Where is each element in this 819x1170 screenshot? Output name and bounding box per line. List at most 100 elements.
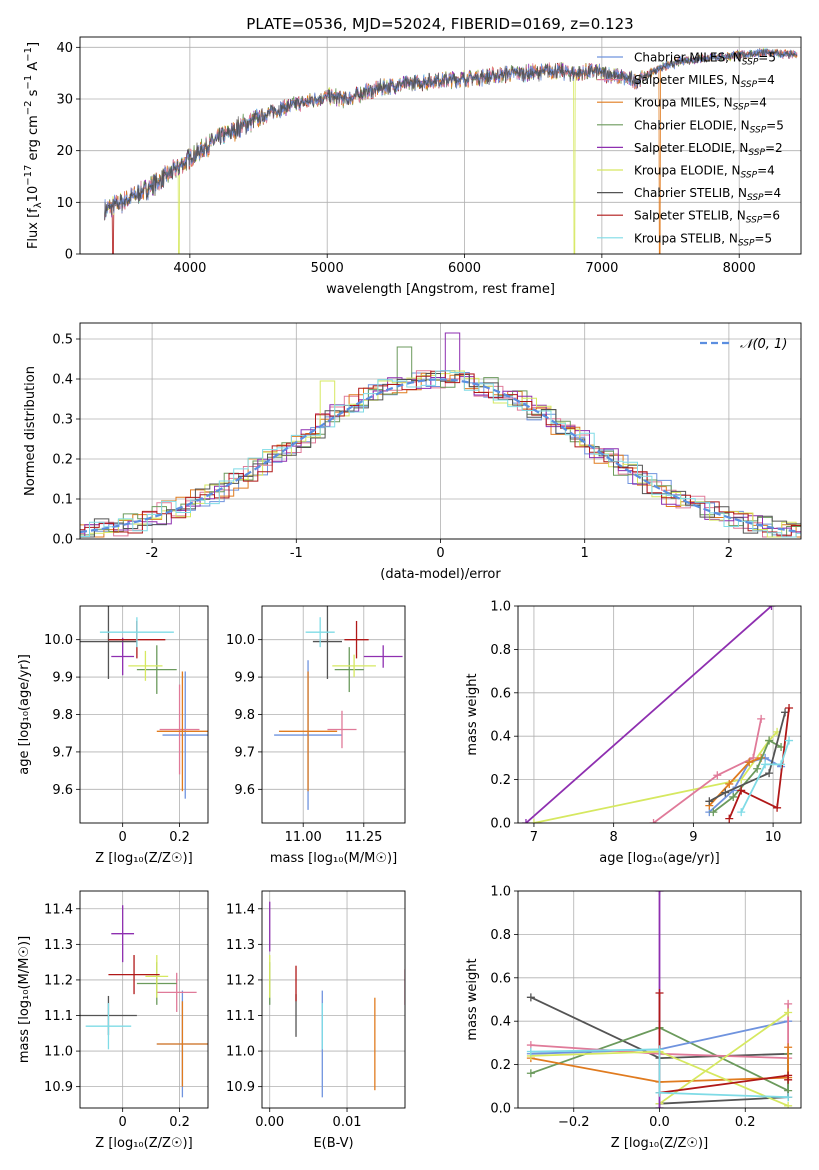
spectrum-line-chabrier_stelib <box>104 49 798 221</box>
y-tick-label: 0.6 <box>490 971 511 986</box>
x-tick-label: 1 <box>581 546 589 561</box>
y-tick-label: 1.0 <box>490 885 511 900</box>
legend-label: Chabrier ELODIE, N <box>634 118 750 132</box>
legend-label: Kroupa MILES, N <box>634 96 733 110</box>
y-axis-label: mass weight <box>465 958 480 1040</box>
series-marker-chabrier_elodie <box>526 1069 535 1078</box>
y-tick-label: 10 <box>56 196 73 211</box>
y-tick-label: 9.8 <box>52 708 73 723</box>
series-line-salpeter_elodie <box>525 606 773 823</box>
series-line-kroupa_miles <box>708 757 762 807</box>
axes-frame <box>79 36 802 255</box>
legend-entry: Salpeter ELODIE, NSSP=2 <box>634 141 783 158</box>
series-marker-kroupa_miles <box>745 758 754 767</box>
mass-weight-vs-age-panel: 7 8 9 10 0.0 0.2 0.4 0.6 0.8 1.0 age [log₁₀(age/yr… <box>465 600 802 866</box>
y-axis-label: mass [log₁₀(M/M☉)] <box>17 936 32 1063</box>
x-tick-label: 11.00 <box>285 830 322 845</box>
legend-label: Salpeter MILES, N <box>634 73 741 87</box>
y-tick-label: 9.7 <box>52 745 73 760</box>
legend-subscript: SSP <box>741 171 758 181</box>
legend-label: Kroupa ELODIE, N <box>634 164 741 178</box>
legend-subscript: SSP <box>750 125 767 135</box>
y-tick-label: 0.5 <box>52 333 73 348</box>
series-marker-salpeter_stelib <box>785 703 794 712</box>
legend-label: Salpeter STELIB, N <box>634 209 746 223</box>
series-marker-chabrier_stelib <box>705 797 714 806</box>
y-tick-label: 11.0 <box>44 1045 73 1060</box>
axes-frame <box>517 605 802 824</box>
y-axis-label-part: s <box>26 89 41 100</box>
x-axis-label: Z [log₁₀(Z/Z☉)] <box>611 1136 708 1151</box>
histogram-kroupa_stelib <box>80 370 801 538</box>
series-marker-chabrier_elodie <box>753 764 762 773</box>
mass-vs-ebv-panel: 0.00 0.01 10.9 11.0 11.1 11.2 11.3 11.4 E(B-V) <box>226 890 406 1151</box>
legend-suffix: =5 <box>758 51 776 65</box>
series-marker-salpeter_elodie <box>655 891 664 895</box>
y-tick-label: 0.0 <box>52 533 73 548</box>
y-tick-label: 9.7 <box>234 745 255 760</box>
series-line-kroupa_stelib <box>740 740 790 813</box>
series-marker-chabrier_elodie <box>729 792 738 801</box>
legend-label: Salpeter ELODIE, N <box>634 141 748 155</box>
legend-entry: Kroupa STELIB, NSSP=5 <box>634 231 772 248</box>
series-marker-salpeter_elodie <box>521 819 530 823</box>
y-tick-label: 0.4 <box>490 1015 511 1030</box>
y-tick-label: 0.1 <box>52 493 73 508</box>
x-tick-label: 7000 <box>585 261 618 276</box>
legend-entry: Chabrier STELIB, NSSP=4 <box>634 186 781 203</box>
plot-area <box>80 905 208 1098</box>
plot-area <box>274 606 403 810</box>
plot-area <box>526 891 793 1108</box>
x-tick-label: 0.0 <box>649 1115 670 1130</box>
series-marker-kroupa_miles <box>784 1043 793 1052</box>
series-marker-salpeter_miles <box>649 819 658 823</box>
x-tick-label: 0.2 <box>169 1115 190 1130</box>
legend-entry: Chabrier MILES, NSSP=5 <box>634 51 776 68</box>
y-tick-label: 9.6 <box>52 783 73 798</box>
y-tick-label: 10.0 <box>44 633 73 648</box>
series-line-kroupa_stelib <box>530 1048 789 1099</box>
series-marker-kroupa_elodie <box>529 819 538 823</box>
y-axis-label-part: −2 <box>23 100 34 115</box>
x-tick-label: 10 <box>765 830 782 845</box>
series-marker-kroupa_stelib <box>655 1045 664 1054</box>
y-tick-label: 9.9 <box>52 671 73 686</box>
x-tick-label: 11.25 <box>345 830 382 845</box>
series-marker-kroupa_elodie_b <box>784 1008 793 1017</box>
y-axis-label-part: 10 <box>26 186 41 203</box>
legend-subscript: SSP <box>733 103 750 113</box>
legend-entry: 𝒩(0, 1) <box>740 337 787 352</box>
x-axis-label: E(B-V) <box>313 1136 353 1151</box>
x-axis-label: (data-model)/error <box>380 567 501 582</box>
x-axis-label: age [log₁₀(age/yr)] <box>599 851 720 866</box>
y-tick-label: 0.4 <box>490 730 511 745</box>
series-marker-chabrier_stelib <box>526 993 535 1002</box>
y-tick-label: 10.0 <box>226 633 255 648</box>
legend-suffix: =4 <box>757 73 775 87</box>
y-tick-label: 9.6 <box>234 783 255 798</box>
series-marker-salpeter_stelib <box>655 988 664 997</box>
residuals-panel: -2 -1 0 1 2 0.0 0.1 0.2 0.3 0.4 0.5 𝒩(0, 1) (data-mo… <box>23 322 802 582</box>
plot-area <box>269 901 405 1098</box>
y-tick-label: 11.0 <box>226 1045 255 1060</box>
legend-suffix: =6 <box>762 209 780 223</box>
axes-frame <box>517 890 802 1109</box>
mass-weight-vs-metallicity-panel: −0.2 0.0 0.2 0.0 0.2 0.4 0.6 0.8 1.0 Z [log₁₀(Z/Z… <box>465 885 802 1151</box>
histogram-salpeter_elodie <box>80 332 801 538</box>
series-line-chabrier_stelib <box>708 712 786 803</box>
y-tick-label: 0.6 <box>490 686 511 701</box>
series-marker-chabrier_elodie <box>709 808 718 817</box>
axes-frame <box>79 322 802 540</box>
x-tick-label: 4000 <box>173 261 206 276</box>
y-tick-label: 11.3 <box>44 938 73 953</box>
x-axis-label: Z [log₁₀(Z/Z☉)] <box>95 851 192 866</box>
legend-suffix: =5 <box>766 118 784 132</box>
x-tick-label: 5000 <box>311 261 344 276</box>
y-axis-label-part: erg cm <box>26 115 41 164</box>
legend-suffix: =2 <box>765 141 783 155</box>
x-axis-label: mass [log₁₀(M/M☉)] <box>270 851 397 866</box>
y-tick-label: 10.9 <box>226 1080 255 1095</box>
age-vs-mass-panel: 11.00 11.25 9.6 9.7 9.8 9.9 10.0 mass [log₁₀(M/… <box>226 605 406 866</box>
x-tick-label: -1 <box>290 546 303 561</box>
